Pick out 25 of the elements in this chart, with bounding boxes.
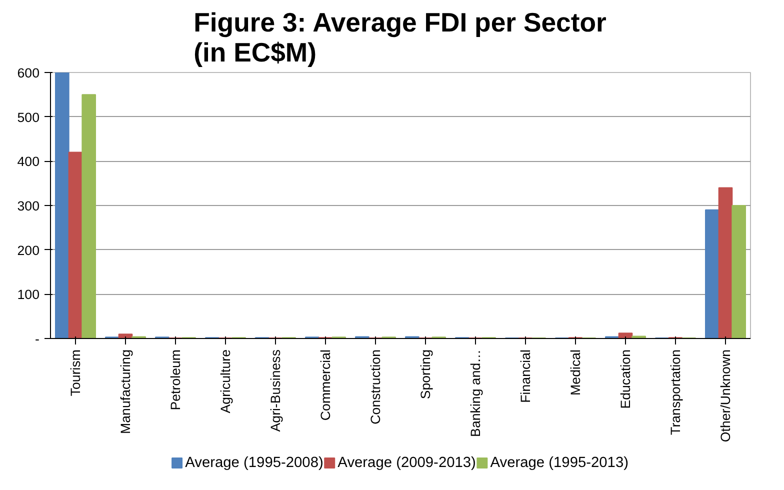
legend-label: Average (1995-2008) [185, 455, 324, 471]
x-tick-label: Tourism [68, 350, 83, 396]
x-tick-label: Medical [568, 349, 583, 396]
y-tick-label: 100 [17, 287, 40, 302]
x-tick-label: Financial [518, 349, 533, 403]
x-tick-label: Manufacturing [118, 349, 133, 434]
x-tick-label: Other/Unknown [718, 349, 733, 442]
x-tick-label: Agri-Business [268, 349, 283, 432]
y-tick-label: - [35, 332, 40, 346]
x-tick-label: Transportation [668, 349, 683, 435]
y-tick-label: 500 [17, 110, 40, 125]
x-tick-label: Petroleum [168, 349, 183, 410]
y-tick-label: 600 [17, 66, 40, 80]
x-tick-label: Education [618, 350, 633, 409]
y-tick-label: 300 [17, 198, 40, 214]
y-tick-label: 400 [17, 154, 40, 170]
legend-label: Average (2009-2013) [338, 455, 476, 471]
x-tick-label: Sporting [418, 349, 433, 400]
legend-label: Average (1995-2013) [490, 455, 628, 471]
x-tick-label: Construction [368, 349, 383, 424]
x-tick-label: Banking and… [468, 349, 483, 437]
x-tick-label: Agriculture [218, 349, 233, 414]
chart-title: Figure 3: Average FDI per Sector (in EC$M) [194, 8, 606, 68]
x-tick-label: Commercial [318, 349, 333, 421]
y-tick-label: 200 [17, 242, 40, 258]
